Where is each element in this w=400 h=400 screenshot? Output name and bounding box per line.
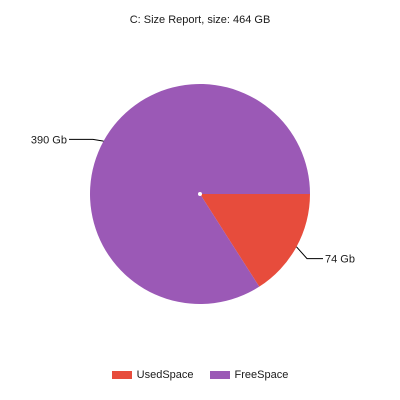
legend-item-freespace[interactable]: FreeSpace <box>209 369 289 381</box>
legend-item-usedspace[interactable]: UsedSpace <box>111 369 194 381</box>
legend-swatch-usedspace <box>111 371 132 379</box>
legend-label-freespace: FreeSpace <box>234 369 289 381</box>
chart-legend: UsedSpace FreeSpace <box>0 369 400 381</box>
chart-title: C: Size Report, size: 464 GB <box>129 14 271 26</box>
data-label-freespace: 390 Gb <box>31 134 67 146</box>
leader-line-freespace <box>68 138 104 142</box>
pie-slice-usedspace[interactable] <box>200 194 310 287</box>
legend-swatch-freespace <box>209 371 230 379</box>
pie-center-dot <box>198 192 202 196</box>
leader-line-usedspace <box>296 246 324 260</box>
legend-label-usedspace: UsedSpace <box>136 369 194 381</box>
data-label-usedspace: 74 Gb <box>325 254 355 266</box>
